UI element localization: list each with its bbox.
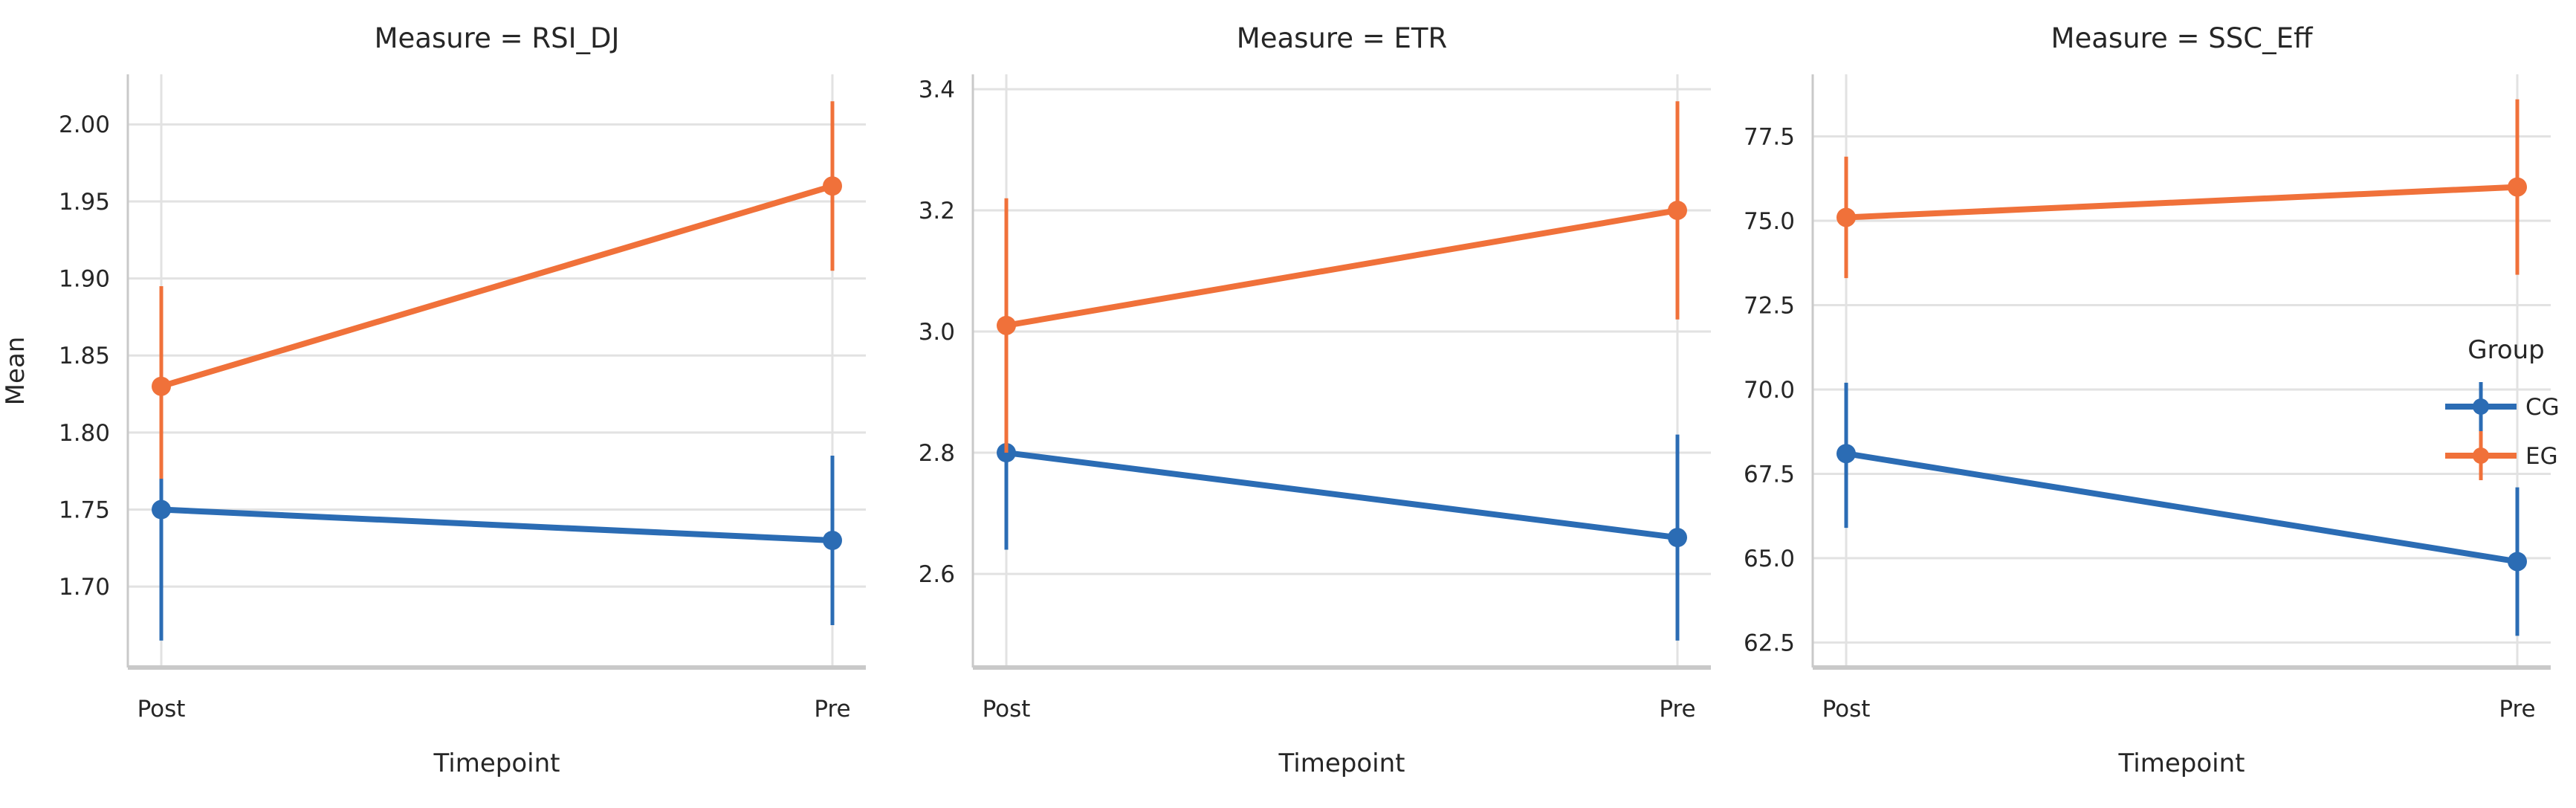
y-tick-label: 2.6 bbox=[919, 561, 955, 588]
mean-point bbox=[2508, 177, 2527, 197]
y-tick-label: 77.5 bbox=[1744, 123, 1795, 150]
y-tick-label: 1.80 bbox=[59, 420, 110, 447]
y-tick-label: 1.70 bbox=[59, 574, 110, 601]
x-axis-label: Timepoint bbox=[1278, 749, 1405, 778]
x-axis-label: Timepoint bbox=[433, 749, 560, 778]
x-tick-label: Pre bbox=[2499, 696, 2535, 723]
legend-entry-eg: EG bbox=[2445, 431, 2558, 480]
mean-point bbox=[2508, 552, 2527, 572]
y-tick-label: 72.5 bbox=[1744, 292, 1795, 319]
y-tick-label: 1.90 bbox=[59, 265, 110, 292]
gridlines bbox=[973, 74, 1711, 668]
y-axis-label: Mean bbox=[1, 337, 30, 406]
x-tick-label: Post bbox=[1822, 696, 1871, 723]
mean-point bbox=[1836, 207, 1856, 227]
legend-entry-cg: CG bbox=[2445, 382, 2560, 431]
facet-2: 62.5 65.0 67.5 70.0 72.5 75.0 77.5 Post Pre Measu… bbox=[1744, 22, 2551, 778]
y-tick-label: 2.00 bbox=[59, 111, 110, 138]
y-tick-label: 62.5 bbox=[1744, 630, 1795, 656]
mean-line bbox=[1006, 207, 1678, 329]
mean-point bbox=[1668, 200, 1687, 220]
facet-title: Measure = RSI_DJ bbox=[375, 22, 620, 54]
x-tick-label: Post bbox=[983, 696, 1031, 723]
x-tick-label: Pre bbox=[1659, 696, 1695, 723]
y-tick-label: 1.85 bbox=[59, 343, 110, 369]
x-tick-label: Pre bbox=[814, 696, 850, 723]
mean-line bbox=[161, 506, 833, 543]
y-tick-label: 3.0 bbox=[919, 319, 955, 346]
legend: Group CG EG bbox=[2445, 335, 2560, 480]
legend-label: EG bbox=[2525, 443, 2558, 470]
mean-point bbox=[823, 531, 842, 550]
legend-marker-icon bbox=[2473, 447, 2489, 464]
legend-label: CG bbox=[2525, 394, 2560, 421]
facet-title: Measure = SSC_Eff bbox=[2051, 22, 2314, 54]
mean-point bbox=[997, 315, 1016, 335]
x-axis-label: Timepoint bbox=[2118, 749, 2245, 778]
x-tick-label: Post bbox=[137, 696, 186, 723]
y-tick-label: 65.0 bbox=[1744, 546, 1795, 572]
series-eg bbox=[152, 101, 842, 479]
y-tick-label: 3.2 bbox=[919, 198, 955, 224]
legend-marker-icon bbox=[2473, 398, 2489, 415]
mean-point bbox=[1836, 444, 1856, 464]
y-tick-label: 2.8 bbox=[919, 440, 955, 467]
facet-0: 1.70 1.75 1.80 1.85 1.90 1.95 2.00 Post Pre Measu… bbox=[59, 22, 866, 778]
gridlines bbox=[128, 74, 866, 668]
y-tick-label: 75.0 bbox=[1744, 208, 1795, 235]
series-eg bbox=[997, 101, 1687, 453]
series-eg bbox=[1836, 99, 2527, 279]
series-cg bbox=[997, 355, 1687, 641]
mean-line bbox=[1845, 450, 2518, 565]
y-tick-label: 70.0 bbox=[1744, 377, 1795, 404]
mean-point bbox=[152, 376, 171, 396]
y-tick-label: 1.95 bbox=[59, 189, 110, 216]
gridlines bbox=[1813, 74, 2551, 668]
mean-line bbox=[160, 183, 834, 390]
mean-point bbox=[823, 176, 842, 196]
mean-line bbox=[1845, 184, 2518, 221]
mean-point bbox=[1668, 528, 1687, 548]
legend-title: Group bbox=[2467, 335, 2545, 365]
y-tick-label: 3.4 bbox=[919, 77, 955, 103]
y-tick-label: 1.75 bbox=[59, 497, 110, 523]
facet-title: Measure = ETR bbox=[1237, 22, 1447, 54]
facet-1: 2.6 2.8 3.0 3.2 3.4 Post Pre Measure = ETR Timep… bbox=[919, 22, 1711, 778]
y-tick-label: 67.5 bbox=[1744, 461, 1795, 488]
mean-point bbox=[152, 500, 171, 520]
mean-line bbox=[1006, 450, 1678, 541]
series-cg bbox=[1836, 382, 2527, 636]
